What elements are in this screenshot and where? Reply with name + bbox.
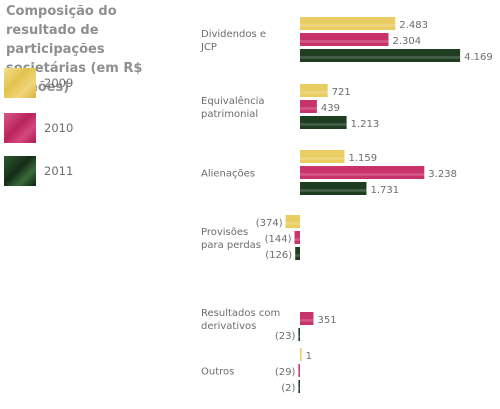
bar-2011 xyxy=(298,380,300,393)
value-label: 1.213 xyxy=(351,119,380,130)
bar-2009 xyxy=(300,17,396,30)
bar-texture xyxy=(300,123,347,126)
value-label: 439 xyxy=(321,103,340,114)
bar-texture xyxy=(300,189,367,192)
value-label: (29) xyxy=(275,367,296,378)
bar-texture xyxy=(300,173,425,176)
bar-texture xyxy=(300,157,345,160)
legend-label-2009: 2009 xyxy=(44,76,74,90)
category-label: Outros xyxy=(201,367,234,378)
value-label: 721 xyxy=(332,87,351,98)
value-label: 1.159 xyxy=(349,153,378,164)
category-label: Equivalência patrimonial xyxy=(201,95,265,120)
value-label: 2.304 xyxy=(393,36,422,47)
labels-group: Dividendos e JCP 2.483 2.304 4.169 Equivalênc… xyxy=(200,20,493,394)
bar-texture xyxy=(298,387,300,390)
value-label: (374) xyxy=(256,218,283,229)
value-label: 1 xyxy=(306,351,312,362)
bar-2011 xyxy=(295,247,300,260)
value-label: 351 xyxy=(318,315,337,326)
legend-swatch-2011 xyxy=(4,156,36,186)
category-label: Alienações xyxy=(201,169,255,180)
bar-texture xyxy=(300,56,461,59)
legend-label-2010: 2010 xyxy=(44,121,74,135)
value-label: 4.169 xyxy=(464,52,493,63)
bar-texture xyxy=(298,371,300,374)
bar-texture xyxy=(285,222,300,225)
bar-2011 xyxy=(300,49,461,62)
value-label: (2) xyxy=(281,383,295,394)
bar-2010 xyxy=(300,33,389,46)
category-label: Dividendos e JCP xyxy=(200,29,266,53)
bar-texture xyxy=(300,91,328,94)
value-label: 3.238 xyxy=(428,169,457,180)
category-label: Provisões para perdas xyxy=(201,227,261,251)
bar-2010 xyxy=(300,312,314,325)
bar-2010 xyxy=(300,166,425,179)
value-label: (126) xyxy=(265,250,292,261)
bar-texture xyxy=(300,355,302,358)
bar-texture xyxy=(300,24,396,27)
bar-2011 xyxy=(298,328,300,341)
bar-2010 xyxy=(300,100,317,113)
value-label: (144) xyxy=(265,234,292,245)
value-label: 2.483 xyxy=(399,20,428,31)
bar-2011 xyxy=(300,182,367,195)
bar-texture xyxy=(295,254,300,257)
bar-texture xyxy=(300,107,317,110)
legend-label-2011: 2011 xyxy=(44,164,74,178)
category-label: Resultados com derivativos xyxy=(201,308,280,332)
bar-2009 xyxy=(285,215,300,228)
bar-texture xyxy=(298,335,300,338)
bar-2011 xyxy=(300,116,347,129)
bar-texture xyxy=(300,40,389,43)
chart-title: Composição do resultado de participações… xyxy=(6,4,143,95)
bars-group xyxy=(285,17,461,393)
bar-2009 xyxy=(300,348,302,361)
bar-texture xyxy=(294,238,300,241)
bar-texture xyxy=(300,319,314,322)
bar-2010 xyxy=(294,231,300,244)
value-label: 1.731 xyxy=(371,185,400,196)
value-label: (23) xyxy=(275,331,296,342)
bar-2009 xyxy=(300,150,345,163)
bar-2009 xyxy=(300,84,328,97)
bar-2010 xyxy=(298,364,300,377)
legend-swatch-2010 xyxy=(4,113,36,143)
legend-swatch-2009 xyxy=(4,68,36,98)
